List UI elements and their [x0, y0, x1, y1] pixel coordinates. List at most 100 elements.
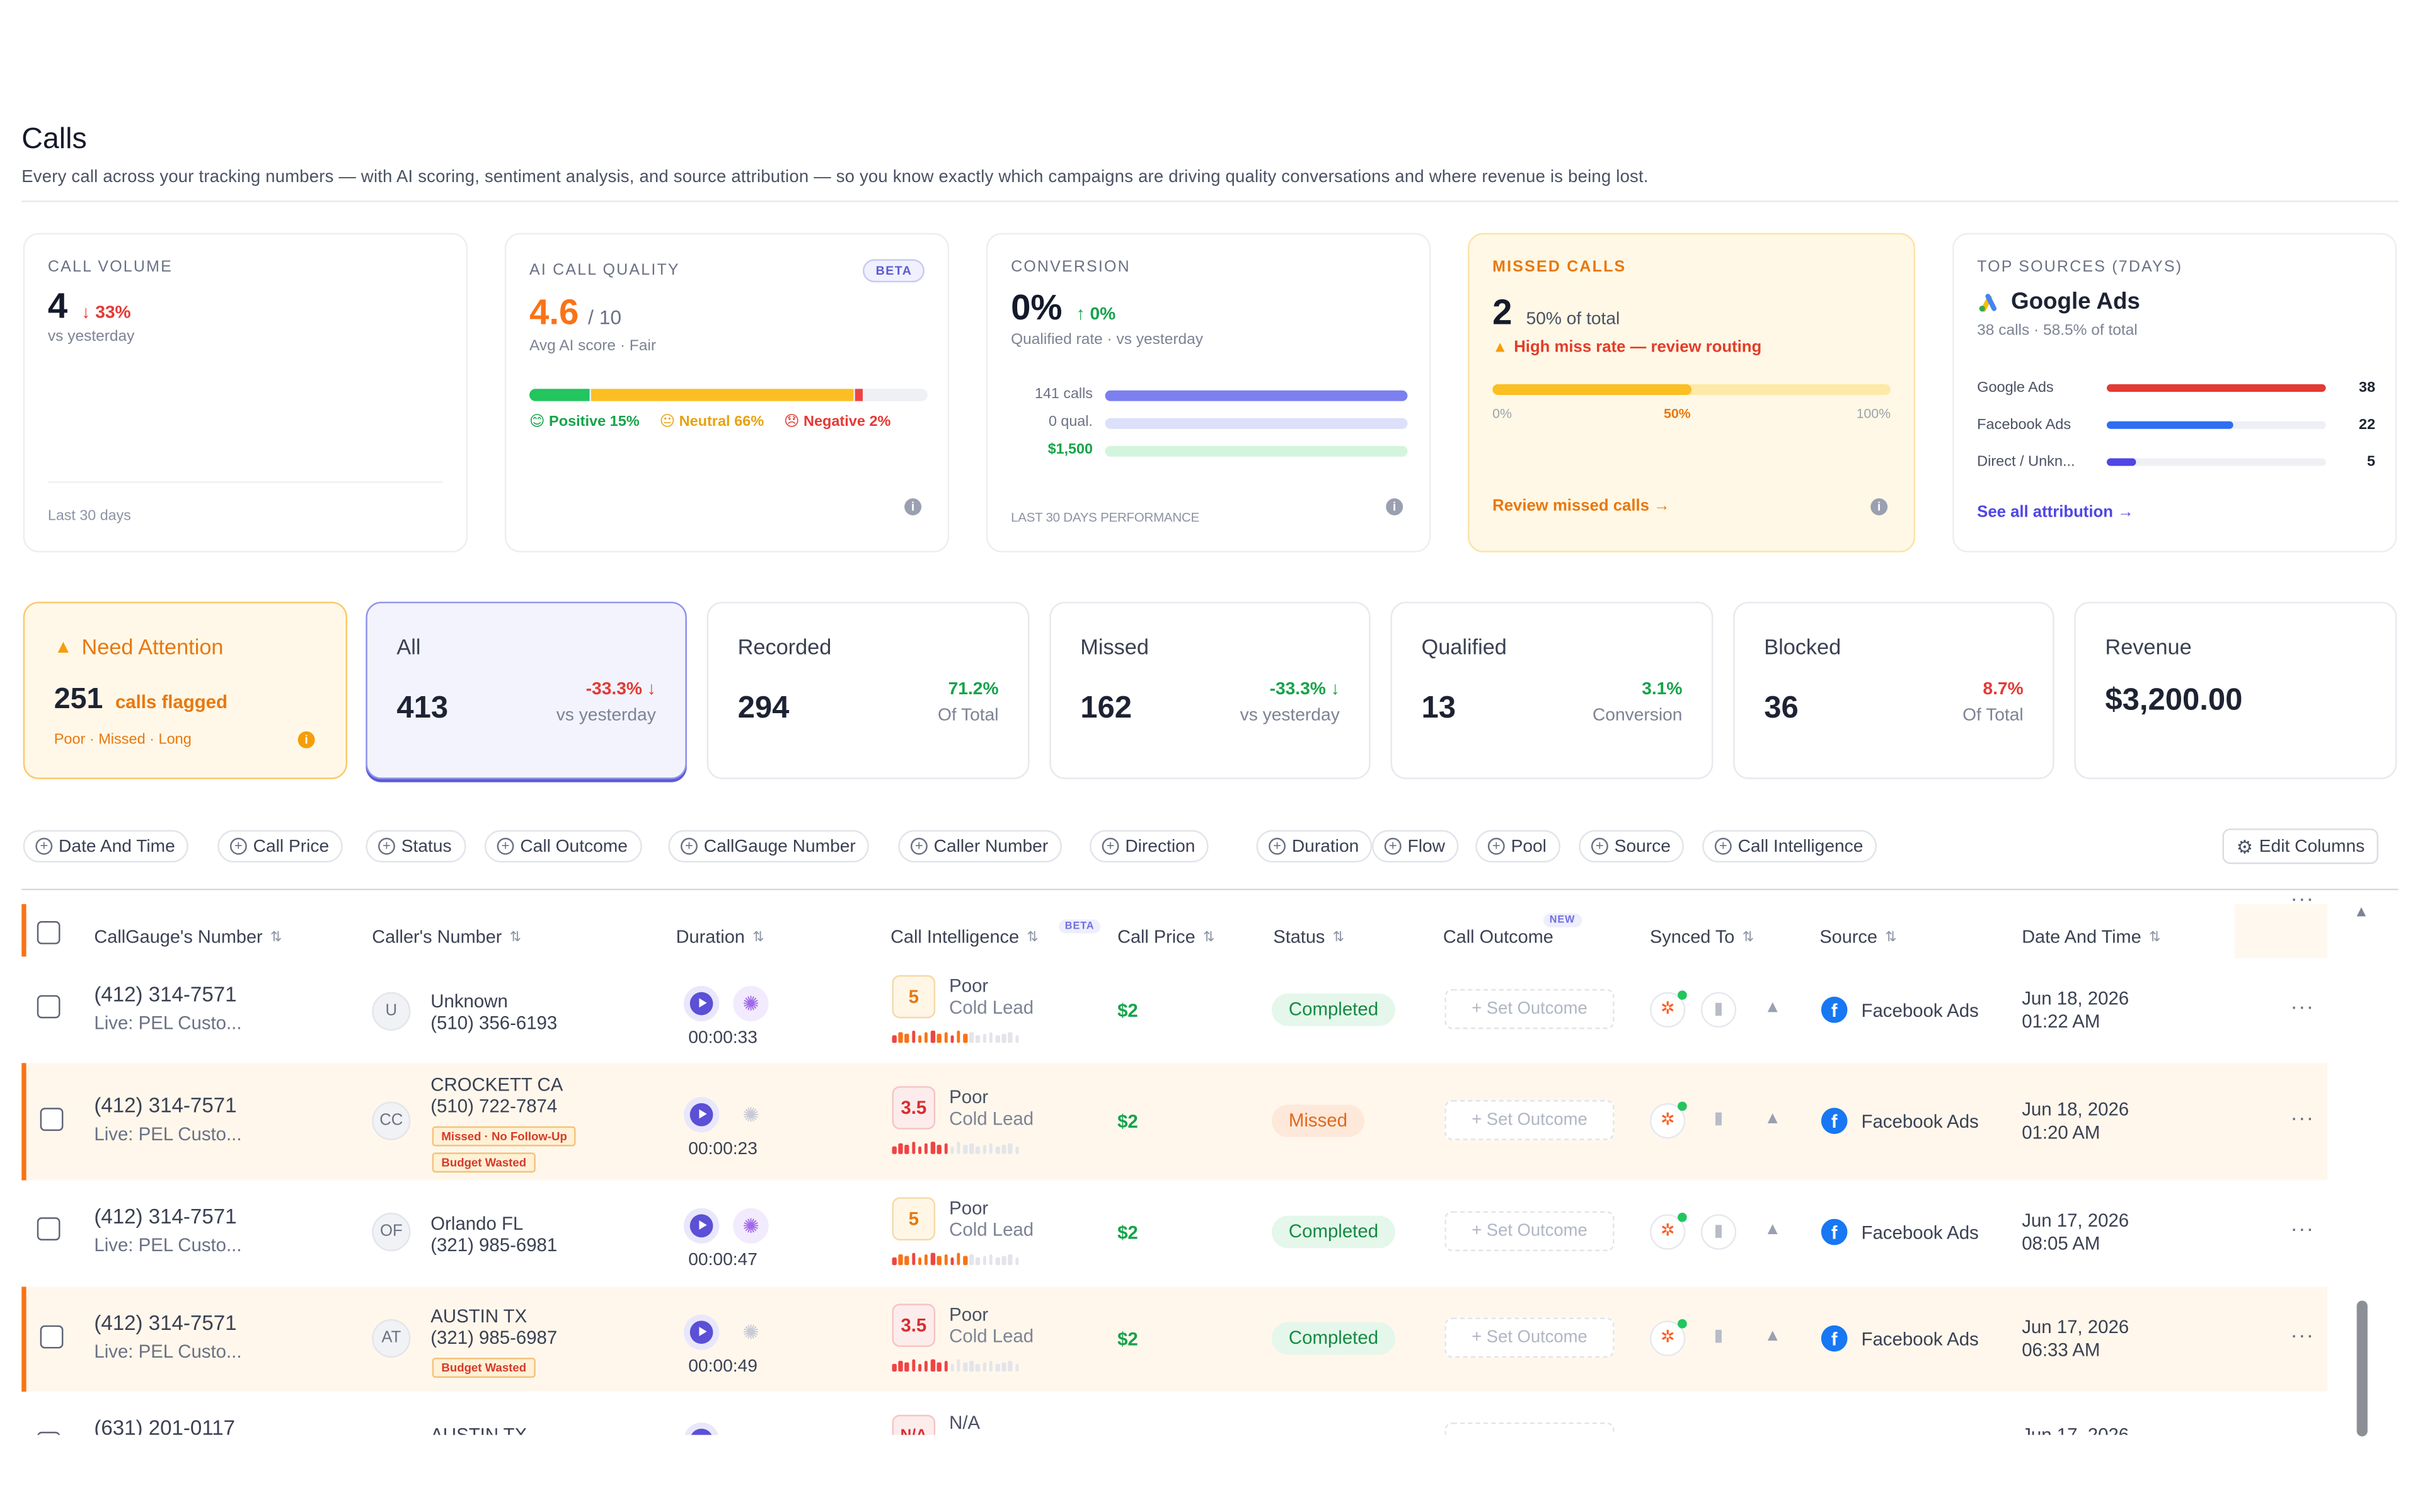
callgauge-number[interactable]: (412) 314-7571 — [94, 1094, 237, 1118]
filter-call-price[interactable]: + Call Price — [217, 830, 343, 862]
select-all-checkbox[interactable] — [37, 921, 60, 944]
filter-pool[interactable]: + Pool — [1475, 830, 1561, 862]
stat-missed[interactable]: Missed 162 -33.3% ↓ vs yesterday — [1049, 602, 1371, 779]
score-bar — [898, 1143, 902, 1154]
transcript-wave-icon[interactable]: ✺ — [742, 1103, 759, 1126]
set-outcome-button[interactable]: + Set Outcome — [1444, 1211, 1615, 1252]
play-icon[interactable] — [683, 985, 720, 1022]
column-header-call-outcome[interactable]: Call Outcome — [1443, 925, 1553, 948]
filter-call-intelligence[interactable]: + Call Intelligence — [1702, 830, 1877, 862]
info-icon[interactable]: i — [1870, 498, 1888, 515]
google-ads-icon[interactable]: ▲ — [1754, 992, 1790, 1028]
vertical-scrollbar[interactable] — [2356, 1300, 2368, 1437]
scroll-up-arrow-icon[interactable]: ▲ — [2353, 904, 2369, 922]
row-checkbox[interactable] — [40, 1108, 64, 1131]
edit-columns-button[interactable]: ⚙ Edit Columns — [2222, 828, 2379, 864]
play-icon[interactable] — [683, 1097, 720, 1133]
score-bar — [963, 1033, 967, 1043]
table-row[interactable] — [21, 1182, 2327, 1284]
set-outcome-button[interactable]: + Set Outcome — [1444, 1317, 1615, 1358]
row-checkbox[interactable] — [40, 1325, 64, 1349]
analytics-icon[interactable]: ▮ — [1714, 1327, 1724, 1346]
stat-revenue[interactable]: Revenue $3,200.00 — [2074, 602, 2397, 779]
play-icon[interactable] — [683, 1208, 720, 1244]
column-header-status[interactable]: Status ⇅ — [1273, 925, 1345, 948]
info-icon[interactable]: i — [297, 731, 315, 748]
stat-caption: Of Total — [937, 706, 999, 726]
play-icon[interactable] — [683, 1422, 720, 1435]
filter-callgauge-number[interactable]: + CallGauge Number — [668, 830, 870, 862]
table-row-partial[interactable]: (631) 201-0117 AUSTIN TX N/A N/A Jun 17,… — [21, 1395, 2327, 1435]
analytics-icon[interactable]: ▮ — [1700, 1214, 1737, 1250]
analytics-icon[interactable]: ▮ — [1700, 992, 1737, 1028]
callgauge-number[interactable]: (412) 314-7571 — [94, 1311, 237, 1335]
hubspot-icon[interactable]: ✲ — [1649, 990, 1687, 1028]
funnel-label: 141 calls — [1035, 386, 1093, 403]
row-checkbox[interactable] — [37, 1217, 60, 1240]
info-icon[interactable]: i — [904, 498, 922, 515]
conversion-value: 0% — [1011, 287, 1063, 328]
column-header-date[interactable]: Date And Time ⇅ — [2022, 925, 2161, 948]
table-row-flagged[interactable] — [21, 1063, 2328, 1181]
more-icon[interactable]: ··· — [2290, 1322, 2315, 1347]
row-checkbox[interactable] — [37, 995, 60, 1019]
column-header-source[interactable]: Source ⇅ — [1819, 925, 1897, 948]
filter-date-and-time[interactable]: + Date And Time — [23, 830, 189, 862]
callgauge-number[interactable]: (412) 314-7571 — [94, 1205, 237, 1228]
more-icon[interactable]: ··· — [2290, 885, 2315, 910]
stat-all[interactable]: All 413 -33.3% ↓ vs yesterday — [366, 602, 687, 779]
transcript-wave-icon[interactable]: ✺ — [742, 1320, 759, 1344]
review-missed-link[interactable]: Review missed calls → — [1492, 496, 1670, 515]
filter-status[interactable]: + Status — [366, 830, 466, 862]
more-icon[interactable]: ··· — [2290, 1104, 2315, 1130]
set-outcome-button[interactable]: + Set Outcome — [1444, 1100, 1615, 1140]
score-bar — [1015, 1363, 1019, 1372]
more-icon[interactable]: ··· — [2290, 994, 2315, 1019]
callgauge-number[interactable]: (631) 201-0117 — [94, 1416, 236, 1435]
score-bar — [989, 1361, 993, 1372]
google-ads-icon[interactable]: ▲ — [1764, 1327, 1781, 1346]
play-icon[interactable] — [683, 1314, 720, 1350]
google-ads-icon[interactable]: ▲ — [1764, 1109, 1781, 1128]
column-header-duration[interactable]: Duration ⇅ — [676, 925, 764, 948]
filter-call-outcome[interactable]: + Call Outcome — [484, 830, 642, 862]
column-header-number[interactable]: CallGauge's Number ⇅ — [94, 925, 282, 948]
hubspot-icon[interactable]: ✲ — [1649, 1319, 1687, 1356]
google-ads-icon[interactable]: ▲ — [1754, 1214, 1790, 1250]
need-attention-card[interactable]: ▲ Need Attention 251 calls flagged Poor … — [23, 602, 348, 779]
callgauge-number[interactable]: (412) 314-7571 — [94, 983, 237, 1006]
filter-duration[interactable]: + Duration — [1256, 830, 1373, 862]
hubspot-icon[interactable]: ✲ — [1649, 1101, 1687, 1139]
info-icon[interactable]: i — [1386, 498, 1403, 515]
stat-recorded[interactable]: Recorded 294 71.2% Of Total — [706, 602, 1030, 779]
column-header-caller[interactable]: Caller's Number ⇅ — [372, 925, 522, 948]
stat-qualified[interactable]: Qualified 13 3.1% Conversion — [1390, 602, 1714, 779]
hubspot-icon[interactable]: ✲ — [1649, 1212, 1687, 1250]
score-bar — [931, 1030, 935, 1043]
analytics-icon[interactable]: ▮ — [1714, 1109, 1724, 1128]
see-all-attribution-link[interactable]: See all attribution → — [1977, 503, 2134, 522]
top-sources-card: TOP SOURCES (7DAYS) Google Ads 38 calls … — [1952, 232, 2397, 553]
stat-blocked[interactable]: Blocked 36 8.7% Of Total — [1733, 602, 2054, 779]
score-bar — [957, 1142, 961, 1154]
column-header-call-intelligence[interactable]: Call Intelligence ⇅ — [890, 925, 1039, 948]
transcript-wave-icon[interactable]: ✺ — [733, 1208, 769, 1244]
table-row[interactable] — [21, 958, 2327, 1060]
filter-direction[interactable]: + Direction — [1089, 830, 1209, 862]
column-header-call-price[interactable]: Call Price ⇅ — [1117, 925, 1215, 948]
score-bar — [982, 1362, 987, 1372]
transcript-wave-icon[interactable]: ✺ — [733, 985, 769, 1022]
score-bar — [943, 1143, 948, 1154]
row-checkbox[interactable] — [37, 1431, 60, 1435]
sentiment-legend: 😊 Positive 15% 😐 Neutral 66% 😞 Negative … — [529, 413, 890, 430]
more-icon[interactable]: ··· — [2290, 1215, 2315, 1240]
filter-source[interactable]: + Source — [1579, 830, 1685, 862]
set-outcome-button[interactable] — [1444, 1422, 1615, 1435]
filter-flow[interactable]: + Flow — [1372, 830, 1459, 862]
set-outcome-button[interactable]: + Set Outcome — [1444, 988, 1615, 1029]
table-row-flagged[interactable] — [21, 1286, 2328, 1392]
stat-name: Missed — [1080, 634, 1149, 659]
filter-caller-number[interactable]: + Caller Number — [898, 830, 1063, 862]
facebook-icon: f — [1821, 997, 1848, 1023]
column-header-synced-to[interactable]: Synced To ⇅ — [1649, 925, 1754, 948]
